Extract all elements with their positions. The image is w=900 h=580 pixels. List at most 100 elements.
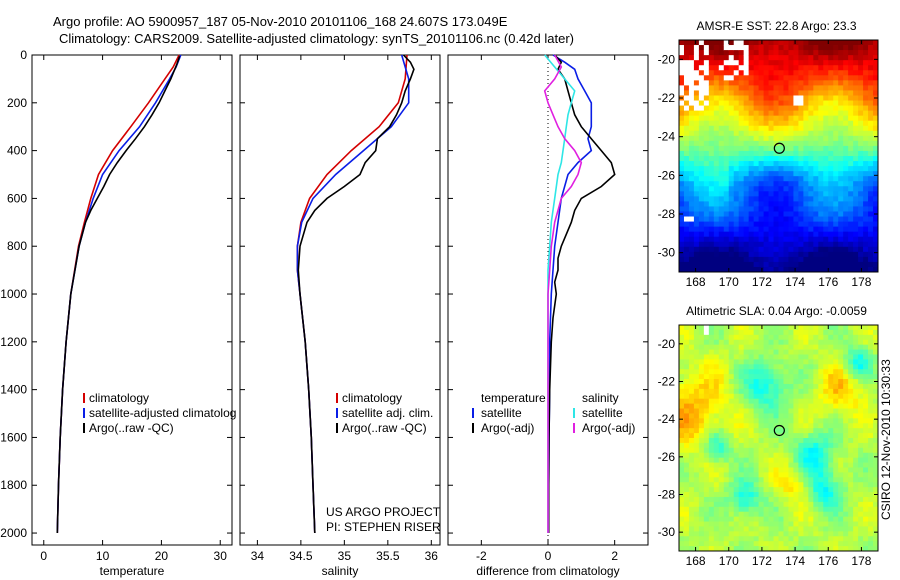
- sst-heatmap-cell: [718, 196, 725, 202]
- sla-heatmap-cell: [738, 398, 745, 405]
- sla-heatmap-cell: [798, 349, 804, 355]
- sst-heatmap-cell: [703, 256, 710, 263]
- sst-heatmap-cell: [738, 70, 745, 76]
- temperature-ytick-label: 1400: [0, 383, 27, 397]
- sla-heatmap-cell: [758, 521, 764, 527]
- sla-heatmap-cell: [698, 477, 705, 483]
- sst-heatmap-cell: [803, 90, 809, 96]
- sla-heatmap-cell: [853, 487, 859, 493]
- sst-heatmap-cell: [823, 150, 829, 157]
- sla-heatmap-cell: [708, 467, 715, 473]
- sst-heatmap-cell: [728, 60, 735, 66]
- sst-heatmap-cell: [698, 231, 705, 238]
- sla-heatmap-cell: [803, 467, 809, 473]
- sla-heatmap-cell: [858, 423, 864, 429]
- sla-heatmap-cell: [723, 526, 730, 532]
- sst-heatmap-cell: [838, 125, 844, 132]
- sla-heatmap-cell: [783, 329, 789, 336]
- sst-heatmap-cell: [763, 256, 769, 263]
- sla-heatmap-cell: [773, 442, 779, 449]
- sst-heatmap-cell: [778, 50, 784, 56]
- sst-heatmap-cell: [793, 221, 799, 228]
- sla-heatmap-cell: [708, 438, 715, 444]
- sst-heatmap-cell: [843, 246, 849, 253]
- sla-heatmap-cell: [873, 438, 879, 444]
- sla-heatmap-cell: [808, 482, 814, 488]
- sla-heatmap-cell: [788, 408, 794, 414]
- sla-heatmap-cell: [763, 383, 769, 390]
- sla-heatmap-cell: [813, 487, 819, 493]
- sla-heatmap-cell: [873, 359, 879, 365]
- sla-map-xtick-label: 168: [686, 554, 706, 568]
- sla-heatmap-cell: [813, 334, 819, 341]
- sla-heatmap-cell: [683, 418, 690, 424]
- sla-heatmap-cell: [733, 526, 740, 532]
- sla-heatmap-cell: [838, 359, 844, 365]
- sla-heatmap-cell: [788, 521, 794, 527]
- sst-heatmap-cell: [848, 266, 854, 273]
- sst-heatmap-cell: [868, 156, 874, 162]
- sst-heatmap-cell: [813, 241, 819, 248]
- sst-heatmap-cell: [838, 161, 844, 167]
- sst-heatmap-cell: [833, 266, 839, 273]
- sst-heatmap-cell: [768, 110, 774, 117]
- sst-heatmap-cell: [778, 40, 784, 46]
- sst-heatmap-cell: [679, 201, 685, 207]
- sst-heatmap-cell: [703, 196, 710, 202]
- sla-heatmap-cell: [868, 403, 874, 409]
- sla-heatmap-cell: [733, 546, 740, 552]
- sst-heatmap-cell: [748, 95, 755, 101]
- sst-heatmap-cell: [728, 100, 735, 106]
- sst-heatmap-cell: [758, 161, 764, 167]
- sla-heatmap-cell: [813, 521, 819, 527]
- sla-heatmap-cell: [723, 349, 730, 355]
- sla-heatmap-cell: [703, 379, 710, 385]
- sst-heatmap-cell: [753, 45, 760, 51]
- sst-heatmap-cell: [683, 166, 690, 172]
- sla-heatmap-cell: [828, 506, 834, 513]
- sla-heatmap-cell: [693, 438, 700, 444]
- sla-heatmap-cell: [808, 501, 814, 508]
- sst-heatmap-cell: [798, 145, 804, 152]
- sst-heatmap-cell: [683, 231, 690, 238]
- sst-heatmap-cell: [758, 261, 764, 268]
- sst-heatmap-cell: [813, 115, 819, 122]
- sst-heatmap-cell: [723, 181, 730, 187]
- sst-heatmap-cell: [733, 145, 740, 152]
- sla-heatmap-cell: [843, 496, 849, 503]
- sla-heatmap-cell: [823, 452, 829, 459]
- sst-heatmap-cell: [703, 95, 710, 101]
- sst-heatmap-cell: [778, 120, 784, 127]
- sst-heatmap-cell: [713, 181, 720, 187]
- sst-heatmap-cell: [788, 40, 794, 46]
- sst-heatmap-cell: [848, 181, 854, 187]
- sst-heatmap-cell: [818, 256, 824, 263]
- sla-heatmap-cell: [679, 339, 685, 346]
- sla-heatmap-cell: [738, 501, 745, 508]
- sst-heatmap-cell: [853, 130, 859, 137]
- sst-heatmap-cell: [783, 226, 789, 233]
- sla-heatmap-cell: [773, 364, 779, 370]
- sla-heatmap-cell: [868, 541, 874, 547]
- sla-heatmap-cell: [713, 388, 720, 395]
- sst-heatmap-cell: [748, 241, 755, 248]
- sla-heatmap-cell: [723, 536, 730, 542]
- sla-heatmap-cell: [853, 521, 859, 527]
- sst-heatmap-cell: [853, 161, 859, 167]
- sla-heatmap-cell: [708, 492, 715, 498]
- sst-heatmap-cell: [748, 186, 755, 192]
- sst-heatmap-cell: [708, 176, 715, 182]
- sst-heatmap-cell: [793, 70, 799, 76]
- sla-heatmap-cell: [788, 506, 794, 513]
- sst-heatmap-cell: [728, 161, 735, 167]
- sst-heatmap-cell: [793, 251, 799, 258]
- sla-heatmap-cell: [778, 349, 784, 355]
- sla-heatmap-cell: [758, 526, 764, 532]
- sla-heatmap-cell: [708, 403, 715, 409]
- sla-heatmap-cell: [778, 531, 784, 537]
- sst-heatmap-cell: [773, 85, 779, 91]
- sst-heatmap-cell: [763, 80, 769, 86]
- sla-heatmap-cell: [688, 536, 695, 542]
- sst-heatmap-cell: [858, 221, 864, 228]
- sst-heatmap-cell: [823, 135, 829, 142]
